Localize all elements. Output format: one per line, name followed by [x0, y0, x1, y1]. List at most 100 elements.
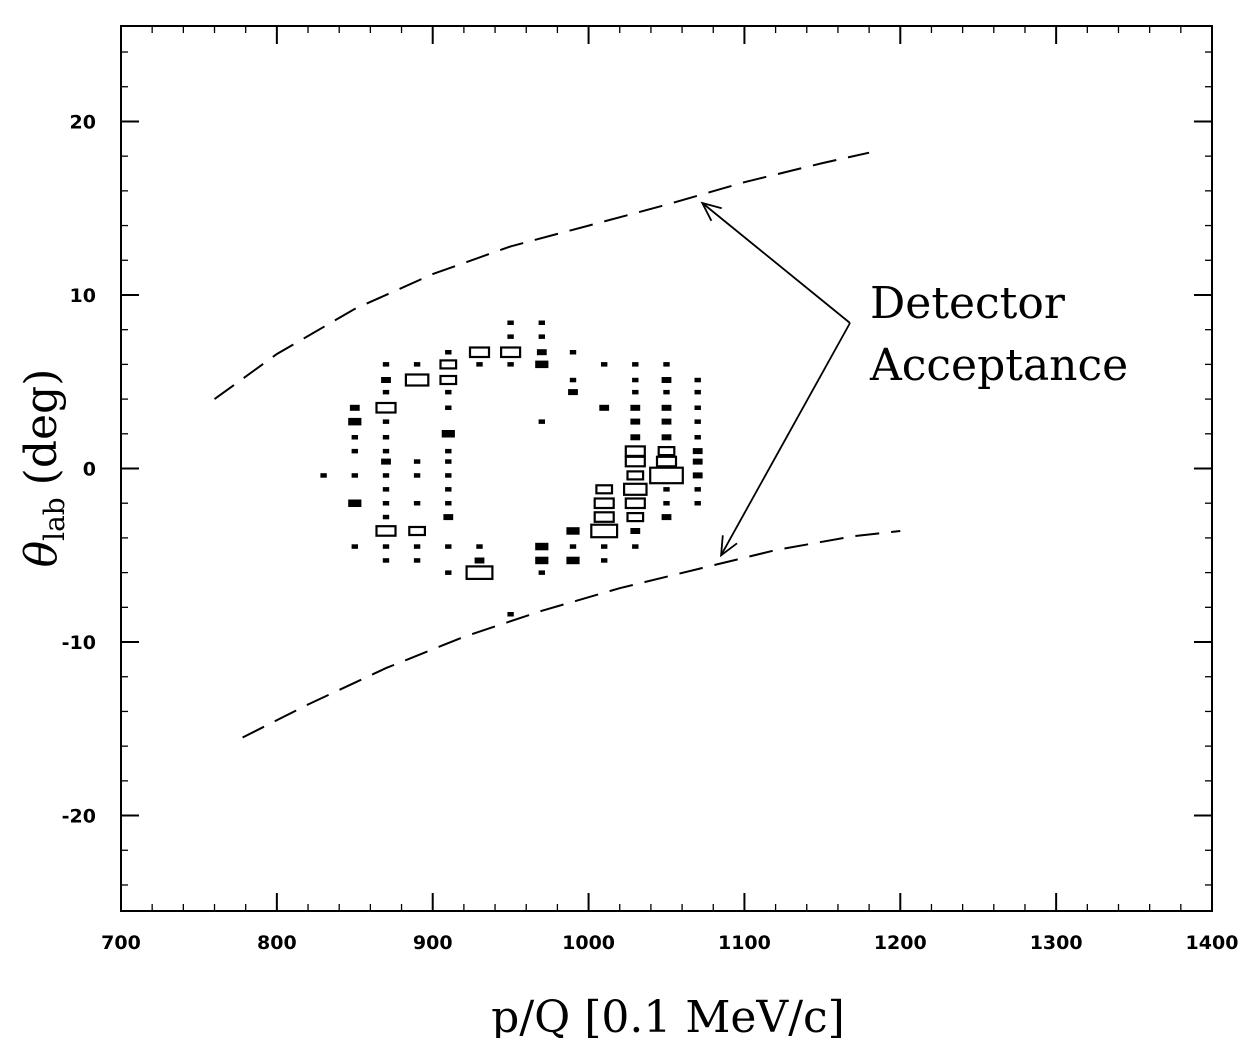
data-box [375, 525, 397, 537]
x-axis-title: p/Q [0.1 MeV/c] [491, 992, 845, 1038]
y-axis-title-symbol: θ [16, 541, 67, 568]
data-box [382, 501, 390, 506]
data-box [590, 523, 619, 539]
svg-text:θlab(deg): θlab (deg) [16, 369, 71, 568]
x-tick-label: 1400 [1186, 932, 1239, 954]
data-box [445, 570, 452, 575]
data-box [500, 346, 522, 359]
data-box [569, 544, 577, 549]
x-tick-label: 1100 [718, 932, 771, 954]
y-tick-label: -20 [62, 806, 96, 828]
data-box [413, 501, 421, 506]
data-box [445, 405, 452, 410]
data-box [538, 570, 545, 575]
annotation-arrow-1 [701, 202, 851, 324]
data-box [382, 419, 390, 424]
data-box [569, 377, 577, 383]
annotation-arrowhead-1 [700, 201, 722, 222]
data-box [443, 514, 454, 521]
y-axis-title-unit: (deg) [16, 369, 67, 486]
data-box [476, 362, 483, 367]
x-tick-label: 800 [257, 932, 297, 954]
data-box [408, 525, 426, 537]
data-box [382, 362, 390, 367]
data-box [507, 334, 514, 339]
data-box [413, 459, 421, 464]
x-tick-label: 700 [101, 932, 141, 954]
x-tick-label: 1300 [1030, 932, 1083, 954]
data-box [626, 511, 645, 523]
x-tick-label: 1200 [874, 932, 927, 954]
data-box [599, 404, 610, 411]
acceptance-curves [213, 151, 901, 739]
data-box [445, 501, 452, 506]
data-box [694, 419, 701, 424]
data-box [381, 377, 391, 383]
data-box [663, 389, 670, 395]
data-box [535, 360, 549, 369]
data-box [624, 497, 646, 510]
data-box [632, 377, 639, 383]
data-box [692, 458, 703, 465]
data-box [661, 404, 672, 411]
annotation-arrow-2 [720, 322, 851, 556]
annotation-line-1: Detector [870, 278, 1066, 329]
data-box [655, 455, 678, 468]
data-box [661, 418, 672, 425]
data-box [507, 320, 514, 325]
data-box [538, 334, 545, 339]
data-box [566, 556, 580, 565]
data-box [445, 473, 452, 478]
annotation-line-2: Acceptance [869, 340, 1128, 391]
data-box [593, 511, 615, 523]
y-tick-label: 10 [70, 285, 96, 307]
data-box [536, 349, 547, 356]
data-box [569, 350, 577, 355]
tick-labels: 700 800 900 1000 1100 1200 1300 1400 -20 -10 0 10 20 [62, 111, 1239, 954]
data-box [445, 448, 452, 454]
data-box [624, 455, 646, 468]
data-box [538, 320, 545, 325]
data-box [601, 362, 608, 367]
y-axis-title-subscript: lab [38, 497, 71, 541]
data-box [692, 448, 703, 455]
data-box [474, 557, 485, 564]
data-box [694, 405, 701, 410]
data-box [535, 542, 549, 551]
data-box [439, 374, 458, 386]
annotation: Detector Acceptance [700, 201, 1128, 558]
data-box [663, 362, 670, 367]
data-box [657, 446, 676, 457]
data-box [351, 435, 359, 440]
data-box [382, 473, 390, 478]
data-box [413, 362, 421, 367]
data-box [661, 434, 672, 441]
y-tick-label: 20 [70, 111, 96, 133]
data-box [694, 389, 701, 395]
y-axis-title: θlab (deg) [16, 369, 71, 568]
data-box [566, 527, 580, 535]
data-box [601, 558, 608, 563]
annotation-arrows [700, 201, 851, 558]
data-box [538, 419, 545, 424]
data-box [445, 459, 452, 464]
y-tick-label: -10 [62, 632, 96, 654]
annotation-arrowhead-2 [720, 535, 738, 558]
data-box [601, 544, 608, 549]
data-box [663, 501, 670, 506]
data-box [320, 473, 327, 478]
data-box [535, 556, 549, 565]
data-box [507, 612, 514, 617]
data-box [439, 359, 458, 370]
data-box [694, 377, 701, 383]
data-boxes [320, 320, 703, 617]
data-box [694, 435, 701, 440]
data-box [381, 458, 391, 465]
data-box [382, 558, 390, 563]
data-box [593, 497, 615, 510]
data-box [694, 487, 701, 492]
data-box [445, 389, 452, 395]
data-box [382, 487, 390, 492]
data-box [382, 544, 390, 549]
